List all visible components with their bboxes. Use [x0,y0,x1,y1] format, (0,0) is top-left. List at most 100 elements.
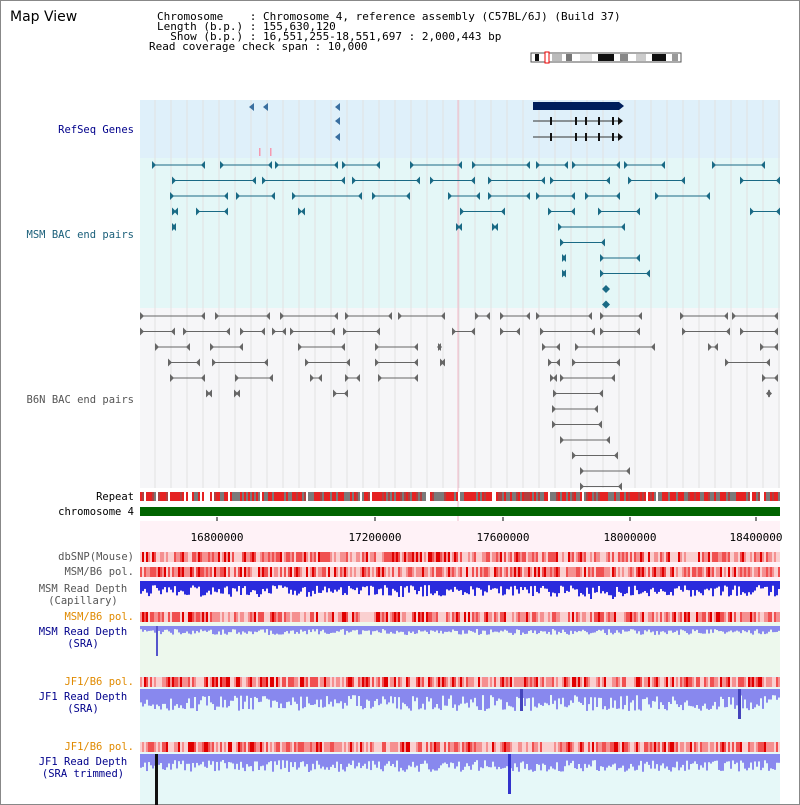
msm-capillary-depth-bar [318,581,320,593]
msm-b6-pol-heat-cell [294,612,296,622]
track-label-msm-bac[interactable]: MSM BAC end pairs [26,229,134,241]
jf1-trimmed-depth-bar [764,754,766,761]
msm-capillary-depth-bar [494,581,496,589]
jf1-trimmed-depth-bar [552,754,554,769]
jf1-b6-pol-heat-cell [208,677,210,687]
repeat-segment [662,492,664,501]
track-label-dbsnp[interactable]: dbSNP(Mouse) [58,551,134,563]
jf1-b6-pol-heat-cell [610,677,612,687]
msm-capillary-depth-bar [310,581,312,597]
jf1-b6-pol-heat-cell [286,742,288,752]
jf1-b6-pol-heat-cell [750,742,752,752]
jf1-trimmed-depth-bar [430,754,432,772]
jf1-b6-pol-heat-cell [374,677,376,687]
jf1-b6-pol-heat-cell [274,742,276,752]
dbsnp-heat-cell [266,552,268,562]
msm-bac-pair-end [562,254,566,262]
dbsnp-heat-cell [514,552,516,562]
dbsnp-heat-cell [590,552,592,562]
msm-b6-pol-heat-cell [370,612,372,622]
repeat-segment [660,492,662,501]
msm-b6-pol-heat-cell [370,567,372,577]
track-label-refseq[interactable]: RefSeq Genes [58,124,134,136]
repeat-segment [384,492,386,501]
jf1-b6-pol-heat-cell [208,742,210,752]
dbsnp-heat-cell [638,552,640,562]
msm-capillary-depth-bar [296,581,298,596]
b6n-bac-pair-end [560,374,564,382]
msm-b6-pol-heat-cell [712,612,714,622]
msm-b6-pol-heat-cell [380,567,382,577]
jf1-trimmed-depth-bar [290,754,292,763]
msm-capillary-depth-bar [638,581,640,595]
repeat-segment [602,492,604,501]
msm-b6-pol-heat-cell [632,612,634,622]
msm-sra-depth-bar [286,626,288,632]
jf1-sra-depth-bar [294,689,296,702]
msm-capillary-depth-bar [290,581,292,590]
msm-b6-pol-heat-cell [530,612,532,622]
jf1-b6-pol-heat-cell [414,742,416,752]
msm-b6-pol-heat-cell [198,612,200,622]
dbsnp-heat-cell [644,552,646,562]
msm-capillary-depth-bar [436,581,438,591]
track-label-msm-b6-pol-2[interactable]: MSM/B6 pol. [64,611,134,623]
msm-capillary-depth-bar [668,581,670,595]
track-label-msm-depth-sra[interactable]: MSM Read Depth (SRA) [38,626,128,650]
jf1-sra-depth-bar [448,689,450,699]
track-label-msm-b6-pol[interactable]: MSM/B6 pol. [64,566,134,578]
jf1-sra-depth-bar [358,689,360,696]
msm-bac-pair-end [301,207,305,216]
jf1-sra-depth-bar [262,689,264,697]
track-label-msm-depth-capillary[interactable]: MSM Read Depth (Capillary) [38,583,128,607]
b6n-bac-pair-end [760,343,764,351]
repeat-segment [164,492,166,501]
track-label-jf1-depth-trimmed[interactable]: JF1 Read Depth (SRA trimmed) [38,756,128,780]
msm-b6-pol-heat-cell [212,612,214,622]
dbsnp-heat-cell [598,552,600,562]
repeat-segment [214,492,216,501]
b6n-bac-pair-end [333,389,337,398]
msm-capillary-depth-bar [222,581,224,594]
msm-capillary-depth-bar [264,581,266,592]
msm-sra-depth-bar [278,626,280,635]
repeat-segment [318,492,320,501]
msm-sra-depth-bar [182,626,184,634]
msm-capillary-depth-bar [750,581,752,595]
jf1-sra-depth-bar [504,689,506,710]
msm-capillary-depth-bar [698,581,700,592]
dbsnp-heat-cell [478,552,480,562]
dbsnp-heat-cell [306,552,308,562]
track-label-b6n-bac[interactable]: B6N BAC end pairs [26,394,134,406]
jf1-trimmed-depth-bar [758,754,760,762]
jf1-b6-pol-heat-cell [400,742,402,752]
jf1-sra-depth-bar [502,689,504,710]
jf1-b6-pol-heat-cell [246,677,248,687]
track-label-jf1-depth-sra[interactable]: JF1 Read Depth (SRA) [38,691,128,715]
repeat-segment [252,492,254,501]
msm-bac-pair-end [201,161,205,169]
jf1-b6-pol-heat-cell [608,742,610,752]
jf1-trimmed-depth-bar [226,754,228,769]
jf1-trimmed-depth-bar [514,754,516,764]
track-label-jf1-b6-pol-2[interactable]: JF1/B6 pol. [64,741,134,753]
msm-b6-pol-heat-cell [228,612,230,622]
repeat-segment [184,492,186,501]
jf1-b6-pol-heat-cell [506,677,508,687]
jf1-trimmed-depth-bar [450,754,452,763]
jf1-sra-depth-bar [200,689,202,701]
msm-b6-pol-heat-cell [442,567,444,577]
b6n-bac-pair-end [378,374,382,382]
jf1-b6-pol-heat-cell [290,677,292,687]
dbsnp-heat-cell [462,552,464,562]
msm-bac-pair-end [558,223,562,231]
jf1-b6-pol-heat-cell [738,677,740,687]
track-label-jf1-b6-pol[interactable]: JF1/B6 pol. [64,676,134,688]
msm-b6-pol-heat-cell [466,612,468,622]
repeat-segment [256,492,258,501]
jf1-trimmed-depth-bar [538,754,540,765]
msm-capillary-depth-bar [314,581,316,594]
jf1-b6-pol-heat-cell [534,677,536,687]
jf1-sra-depth-bar [150,689,152,706]
